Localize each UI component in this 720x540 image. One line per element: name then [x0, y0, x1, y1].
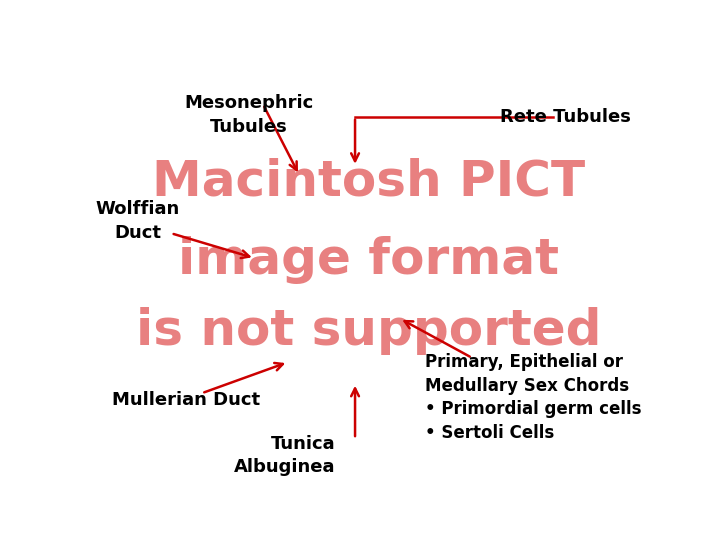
Text: Macintosh PICT: Macintosh PICT — [153, 157, 585, 205]
Text: Wolffian
Duct: Wolffian Duct — [95, 200, 179, 241]
Text: Mesonephric
Tubules: Mesonephric Tubules — [184, 94, 314, 136]
Text: image format: image format — [179, 236, 559, 284]
Text: is not supported: is not supported — [136, 307, 602, 355]
Text: Tunica
Albuginea: Tunica Albuginea — [234, 435, 336, 476]
Text: Primary, Epithelial or
Medullary Sex Chords
• Primordial germ cells
• Sertoli Ce: Primary, Epithelial or Medullary Sex Cho… — [425, 353, 642, 442]
Text: Rete Tubules: Rete Tubules — [500, 108, 631, 126]
Text: Mullerian Duct: Mullerian Duct — [112, 390, 261, 409]
